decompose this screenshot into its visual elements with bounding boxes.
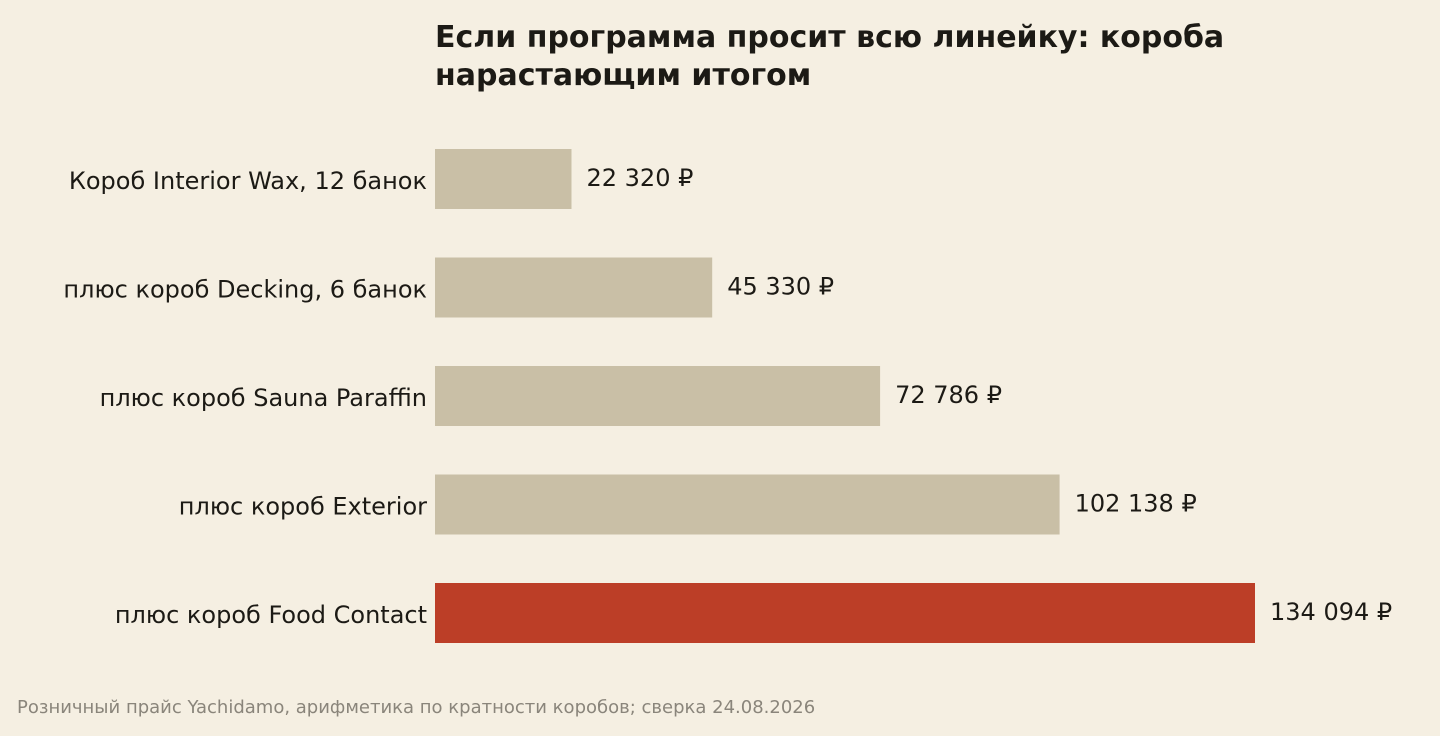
category-label: плюс короб Exterior <box>179 493 427 521</box>
bar-row: плюс короб Exterior 102 138 ₽ <box>179 474 1197 535</box>
bar-row: Короб Interior Wax, 12 банок 22 320 ₽ <box>69 149 693 209</box>
category-label: плюс короб Sauna Paraffin <box>100 384 427 412</box>
category-label: плюс короб Food Contact <box>115 601 427 629</box>
value-label: 102 138 ₽ <box>1075 490 1197 518</box>
value-label: 72 786 ₽ <box>895 381 1002 409</box>
bar-row: плюс короб Decking, 6 банок 45 330 ₽ <box>63 257 834 318</box>
value-label: 22 320 ₽ <box>586 164 693 192</box>
category-label: Короб Interior Wax, 12 банок <box>69 167 427 195</box>
bar <box>435 474 1060 535</box>
value-label: 45 330 ₽ <box>727 273 834 301</box>
source-note: Розничный прайс Yachidamo, арифметика по… <box>17 697 816 718</box>
bar-highlight <box>435 583 1255 643</box>
bar <box>435 149 572 209</box>
category-label: плюс короб Decking, 6 банок <box>63 276 427 304</box>
bar <box>435 366 881 426</box>
value-label: 134 094 ₽ <box>1270 598 1392 626</box>
bar <box>435 257 713 318</box>
bar-row: плюс короб Food Contact 134 094 ₽ <box>115 583 1392 643</box>
bar-row: плюс короб Sauna Paraffin 72 786 ₽ <box>100 366 1002 426</box>
chart-title: Если программа просит всю линейку: короб… <box>435 20 1225 93</box>
